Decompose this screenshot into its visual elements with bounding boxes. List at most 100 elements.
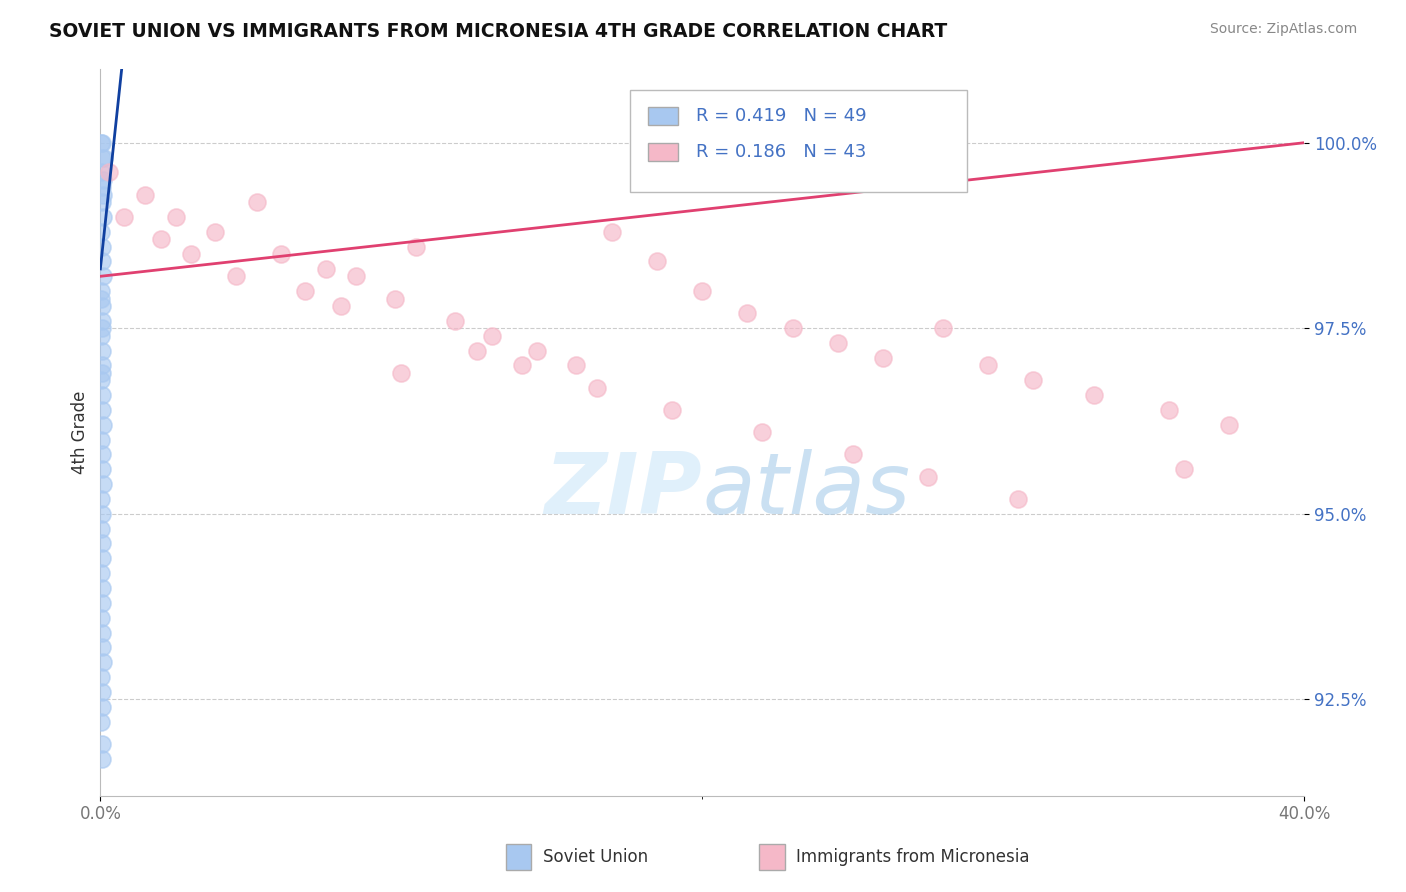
Point bbox=[827, 336, 849, 351]
Point bbox=[405, 239, 427, 253]
Point bbox=[90, 536, 112, 550]
Text: R = 0.186   N = 43: R = 0.186 N = 43 bbox=[696, 143, 866, 161]
Point bbox=[91, 655, 114, 669]
Point bbox=[842, 447, 865, 461]
Text: atlas: atlas bbox=[702, 449, 910, 532]
Point bbox=[91, 173, 114, 187]
Point bbox=[384, 292, 406, 306]
Point bbox=[90, 292, 112, 306]
Point bbox=[1022, 373, 1045, 387]
Point bbox=[586, 381, 609, 395]
Point bbox=[91, 269, 114, 284]
Point bbox=[977, 359, 1000, 373]
Point bbox=[91, 151, 114, 165]
Point bbox=[98, 165, 121, 179]
Point bbox=[91, 551, 114, 566]
Point bbox=[91, 254, 114, 268]
Point bbox=[90, 685, 112, 699]
Point bbox=[90, 507, 112, 521]
Point bbox=[91, 596, 114, 610]
Point bbox=[91, 477, 114, 491]
Point bbox=[1007, 491, 1029, 506]
Point bbox=[225, 269, 247, 284]
Point bbox=[1157, 403, 1180, 417]
Point bbox=[90, 610, 112, 624]
Point bbox=[872, 351, 894, 365]
Point bbox=[510, 359, 533, 373]
Text: SOVIET UNION VS IMMIGRANTS FROM MICRONESIA 4TH GRADE CORRELATION CHART: SOVIET UNION VS IMMIGRANTS FROM MICRONES… bbox=[49, 22, 948, 41]
Point bbox=[389, 366, 412, 380]
Point bbox=[751, 425, 773, 439]
Point bbox=[90, 321, 112, 335]
Point bbox=[932, 321, 955, 335]
Point bbox=[90, 136, 112, 150]
Point bbox=[91, 640, 114, 655]
Point bbox=[90, 388, 112, 402]
Point bbox=[91, 403, 114, 417]
Point bbox=[90, 343, 112, 358]
Point bbox=[149, 232, 172, 246]
Point bbox=[90, 566, 112, 581]
Point bbox=[91, 417, 114, 432]
Point bbox=[90, 165, 112, 179]
Point bbox=[600, 225, 623, 239]
Point bbox=[294, 284, 316, 298]
Text: R = 0.419   N = 49: R = 0.419 N = 49 bbox=[696, 107, 868, 125]
Point bbox=[91, 752, 114, 766]
Point bbox=[112, 210, 135, 224]
Point bbox=[91, 699, 114, 714]
Point bbox=[782, 321, 804, 335]
Text: Immigrants from Micronesia: Immigrants from Micronesia bbox=[796, 848, 1029, 866]
Point bbox=[165, 210, 187, 224]
Point bbox=[246, 195, 269, 210]
Point bbox=[1218, 417, 1240, 432]
Point bbox=[565, 359, 588, 373]
Point bbox=[737, 306, 759, 320]
FancyBboxPatch shape bbox=[648, 143, 678, 161]
Point bbox=[91, 314, 114, 328]
Text: Source: ZipAtlas.com: Source: ZipAtlas.com bbox=[1209, 22, 1357, 37]
Point bbox=[90, 284, 112, 298]
Point bbox=[90, 299, 112, 313]
Point bbox=[90, 491, 112, 506]
Point bbox=[91, 210, 114, 224]
Point bbox=[90, 328, 112, 343]
Point bbox=[690, 284, 713, 298]
Point bbox=[1173, 462, 1195, 476]
Point bbox=[93, 151, 115, 165]
Point bbox=[91, 366, 114, 380]
Point bbox=[90, 670, 112, 684]
Point bbox=[90, 522, 112, 536]
Point bbox=[90, 180, 112, 194]
Point bbox=[91, 462, 114, 476]
Point bbox=[90, 239, 112, 253]
Point bbox=[344, 269, 367, 284]
FancyBboxPatch shape bbox=[630, 90, 967, 192]
Point bbox=[93, 187, 115, 202]
Point bbox=[481, 328, 503, 343]
Point bbox=[270, 247, 292, 261]
Point bbox=[917, 469, 939, 483]
Y-axis label: 4th Grade: 4th Grade bbox=[72, 391, 89, 474]
Point bbox=[90, 625, 112, 640]
Point bbox=[661, 403, 683, 417]
Text: Soviet Union: Soviet Union bbox=[543, 848, 648, 866]
Point bbox=[90, 737, 112, 751]
Point bbox=[330, 299, 353, 313]
Point bbox=[1083, 388, 1105, 402]
Point bbox=[204, 225, 226, 239]
Point bbox=[444, 314, 467, 328]
Point bbox=[315, 261, 337, 276]
Point bbox=[180, 247, 202, 261]
Point bbox=[134, 187, 156, 202]
Point bbox=[90, 447, 112, 461]
Point bbox=[90, 433, 112, 447]
Point bbox=[90, 373, 112, 387]
Point bbox=[91, 359, 114, 373]
FancyBboxPatch shape bbox=[648, 107, 678, 125]
Point bbox=[526, 343, 548, 358]
Point bbox=[91, 195, 114, 210]
Point bbox=[90, 714, 112, 729]
Point bbox=[465, 343, 488, 358]
Point bbox=[90, 225, 112, 239]
